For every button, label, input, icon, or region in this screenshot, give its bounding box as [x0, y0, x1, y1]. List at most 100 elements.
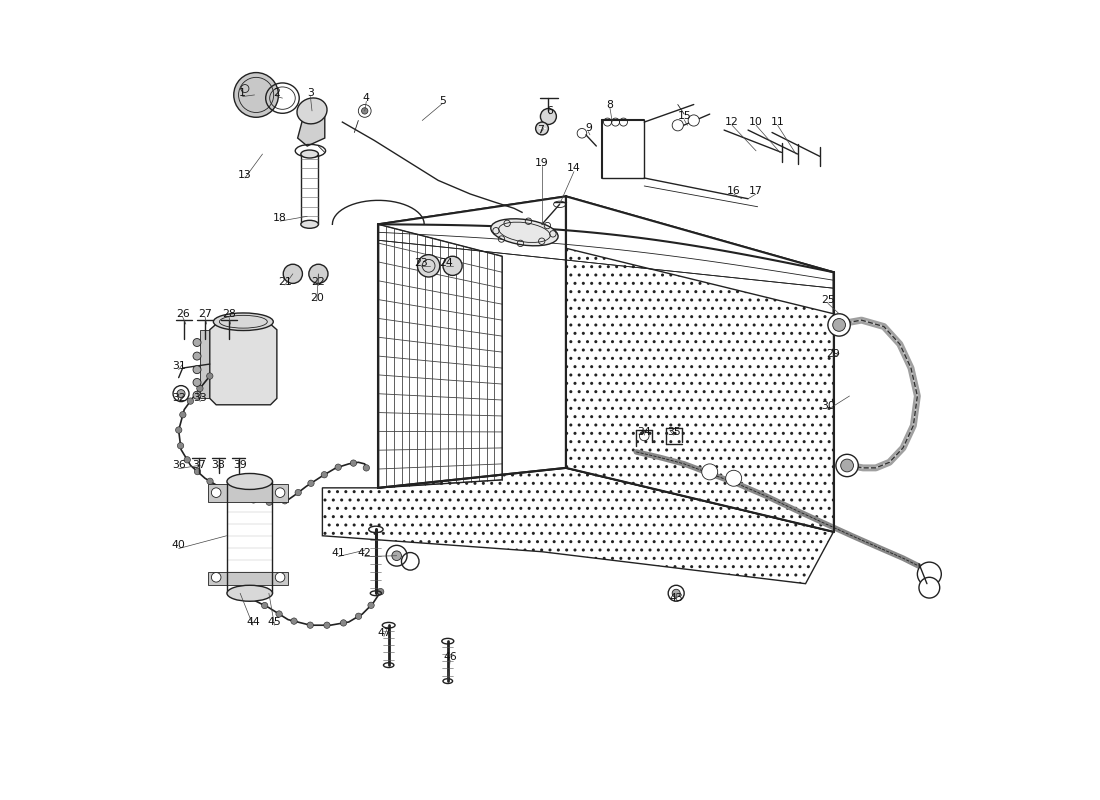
Circle shape — [833, 318, 846, 331]
Text: 29: 29 — [826, 349, 840, 358]
Ellipse shape — [213, 313, 273, 330]
Circle shape — [321, 471, 328, 478]
Text: 37: 37 — [191, 461, 206, 470]
Text: 45: 45 — [267, 617, 282, 627]
Circle shape — [192, 391, 201, 399]
Text: 47: 47 — [377, 628, 390, 638]
Circle shape — [262, 602, 268, 609]
Circle shape — [235, 491, 242, 498]
Circle shape — [246, 595, 253, 602]
Circle shape — [282, 498, 288, 504]
Circle shape — [336, 464, 341, 470]
Circle shape — [177, 390, 185, 398]
Text: 26: 26 — [176, 309, 189, 318]
Circle shape — [355, 613, 362, 619]
Polygon shape — [566, 196, 834, 532]
Ellipse shape — [300, 150, 318, 158]
Text: 33: 33 — [194, 394, 207, 403]
Text: 11: 11 — [771, 117, 784, 127]
Text: 30: 30 — [821, 402, 835, 411]
Circle shape — [207, 478, 213, 485]
Text: 19: 19 — [535, 158, 549, 168]
Text: 5: 5 — [439, 95, 446, 106]
Text: 41: 41 — [331, 548, 345, 558]
Circle shape — [290, 618, 297, 624]
Text: 17: 17 — [749, 186, 763, 196]
Ellipse shape — [227, 474, 273, 490]
Circle shape — [350, 460, 356, 466]
Circle shape — [367, 602, 374, 609]
Circle shape — [392, 551, 402, 561]
Circle shape — [689, 115, 700, 126]
Polygon shape — [322, 468, 834, 584]
Text: 38: 38 — [211, 461, 226, 470]
Text: 46: 46 — [443, 652, 456, 662]
Text: 1: 1 — [239, 87, 246, 98]
Text: 25: 25 — [821, 295, 835, 305]
Circle shape — [197, 386, 204, 392]
Text: 12: 12 — [725, 117, 739, 127]
Circle shape — [233, 73, 278, 118]
Text: 32: 32 — [172, 394, 186, 403]
Text: 44: 44 — [246, 617, 260, 627]
Circle shape — [184, 457, 190, 463]
Ellipse shape — [491, 218, 558, 246]
Text: 3: 3 — [307, 87, 314, 98]
Polygon shape — [566, 248, 834, 532]
Circle shape — [417, 254, 440, 277]
Circle shape — [540, 109, 557, 125]
Circle shape — [840, 459, 854, 472]
Polygon shape — [378, 196, 566, 488]
Text: 27: 27 — [198, 309, 212, 318]
Text: 34: 34 — [637, 427, 651, 437]
Text: 24: 24 — [439, 258, 453, 268]
Circle shape — [192, 366, 201, 374]
Text: 16: 16 — [727, 186, 740, 196]
Circle shape — [672, 120, 683, 131]
Polygon shape — [210, 324, 277, 405]
Text: 31: 31 — [172, 362, 186, 371]
Circle shape — [251, 497, 256, 503]
Circle shape — [918, 578, 939, 598]
Circle shape — [221, 486, 227, 492]
Circle shape — [836, 454, 858, 477]
Text: 20: 20 — [310, 293, 323, 302]
Polygon shape — [378, 196, 834, 288]
Text: 36: 36 — [172, 461, 186, 470]
Circle shape — [323, 622, 330, 629]
Circle shape — [187, 398, 194, 404]
Text: 28: 28 — [222, 309, 235, 318]
Circle shape — [307, 622, 314, 628]
Polygon shape — [208, 572, 288, 586]
Ellipse shape — [300, 220, 318, 228]
Text: 2: 2 — [274, 87, 280, 98]
Text: 22: 22 — [311, 277, 326, 287]
Circle shape — [308, 480, 315, 486]
Text: 43: 43 — [669, 593, 683, 603]
Circle shape — [295, 490, 301, 496]
Ellipse shape — [297, 98, 327, 124]
Circle shape — [195, 469, 200, 475]
Polygon shape — [208, 484, 288, 502]
Text: 42: 42 — [358, 548, 372, 558]
Text: 40: 40 — [172, 540, 186, 550]
Text: 39: 39 — [233, 461, 248, 470]
Ellipse shape — [227, 586, 273, 602]
Text: 10: 10 — [749, 117, 763, 127]
Circle shape — [176, 427, 182, 434]
Text: 18: 18 — [273, 213, 287, 223]
Text: 7: 7 — [537, 125, 543, 135]
Text: 14: 14 — [568, 163, 581, 174]
Circle shape — [340, 620, 346, 626]
Circle shape — [207, 373, 213, 379]
Circle shape — [702, 464, 717, 480]
Polygon shape — [200, 330, 210, 398]
Circle shape — [917, 562, 942, 586]
Circle shape — [363, 465, 370, 471]
Circle shape — [443, 256, 462, 275]
Circle shape — [192, 378, 201, 386]
Circle shape — [362, 108, 367, 114]
Circle shape — [192, 338, 201, 346]
Circle shape — [266, 499, 273, 506]
Circle shape — [284, 264, 302, 283]
